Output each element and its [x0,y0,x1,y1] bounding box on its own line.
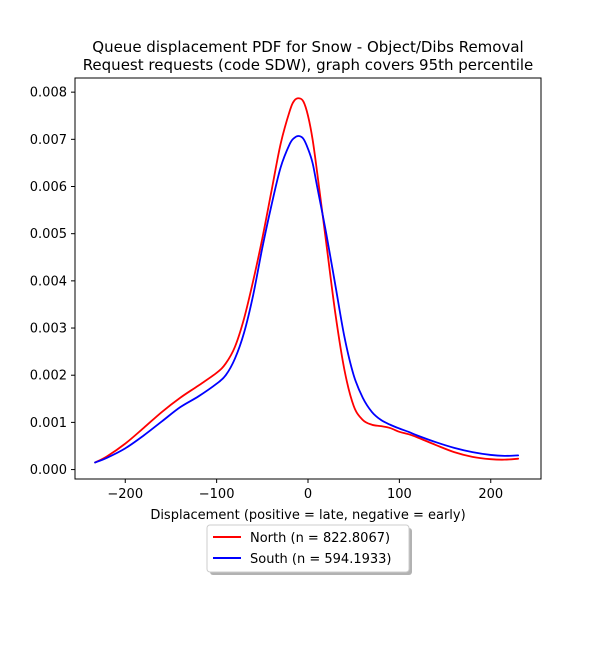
y-tick-label: 0.000 [30,463,67,478]
x-tick-label: 200 [478,487,503,502]
y-tick-label: 0.003 [30,322,67,337]
legend-frame [206,524,410,573]
y-tick-label: 0.005 [30,227,67,242]
x-axis-ticks: −200 −100 0 100 200 [107,479,503,502]
series-lines [94,97,520,464]
y-axis-ticks: 0.000 0.001 0.002 0.003 0.004 0.005 0.006 0.007… [30,86,75,478]
y-tick-label: 0.008 [30,86,67,101]
x-tick-label: −200 [107,487,143,502]
legend: North (n = 822.8067) South (n = 594.1933… [206,524,412,575]
series-line-south [94,135,520,464]
chart-title-line-2: Request requests (code SDW), graph cover… [83,56,534,74]
series-line-north [94,97,520,464]
legend-label-south: South (n = 594.1933) [250,552,391,567]
y-tick-label: 0.001 [30,416,67,431]
y-tick-label: 0.007 [30,133,67,148]
x-tick-label: 0 [304,487,312,502]
legend-label-north: North (n = 822.8067) [250,531,390,546]
chart-title-line-1: Queue displacement PDF for Snow - Object… [92,38,523,56]
x-tick-label: 100 [387,487,412,502]
x-tick-label: −100 [199,487,235,502]
y-tick-label: 0.006 [30,180,67,195]
y-tick-label: 0.004 [30,274,67,289]
y-tick-label: 0.002 [30,369,67,384]
x-axis-label: Displacement (positive = late, negative … [150,508,465,523]
